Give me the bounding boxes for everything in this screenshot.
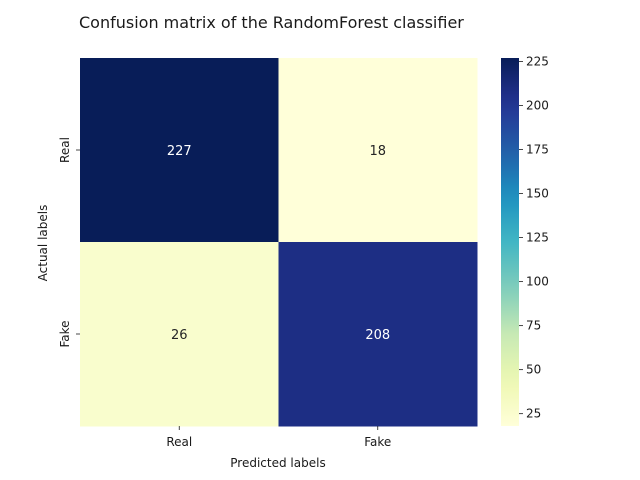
colorbar-tick-label: 75 <box>526 319 541 333</box>
x-tick-label: Real <box>166 435 192 449</box>
colorbar-tick-label: 175 <box>526 143 549 157</box>
x-axis-ticks: Real Fake <box>166 426 391 449</box>
heatmap-cell-fake-fake <box>278 242 478 427</box>
chart-title: Confusion matrix of the RandomForest cla… <box>79 13 464 32</box>
colorbar-tick-label: 50 <box>526 363 541 377</box>
y-axis-label: Actual labels <box>36 205 50 282</box>
x-axis-label: Predicted labels <box>230 456 325 470</box>
cell-value-label: 208 <box>365 328 390 343</box>
cell-value-label: 26 <box>171 328 188 343</box>
colorbar-tick-label: 25 <box>526 407 541 421</box>
heatmap-cell-fake-real <box>80 242 279 427</box>
y-tick-label: Fake <box>58 320 72 347</box>
heatmap-cells <box>80 58 478 427</box>
cell-value-label: 227 <box>167 144 192 159</box>
y-tick-label: Real <box>58 137 72 163</box>
heatmap-cell-labels: 227 18 26 208 <box>167 144 390 343</box>
colorbar-tick-label: 200 <box>526 99 549 113</box>
y-axis-ticks: Real Fake <box>58 137 80 348</box>
colorbar <box>501 58 519 426</box>
heatmap-cell-real-fake <box>278 58 478 243</box>
heatmap-cell-real-real <box>80 58 279 243</box>
colorbar-tick-label: 100 <box>526 275 549 289</box>
cell-value-label: 18 <box>369 144 386 159</box>
x-tick-label: Fake <box>364 435 391 449</box>
colorbar-tick-label: 125 <box>526 231 549 245</box>
colorbar-tick-label: 150 <box>526 187 549 201</box>
colorbar-tick-label: 225 <box>526 55 549 69</box>
colorbar-ticks: 25 50 75 100 125 150 175 200 225 <box>519 55 549 421</box>
